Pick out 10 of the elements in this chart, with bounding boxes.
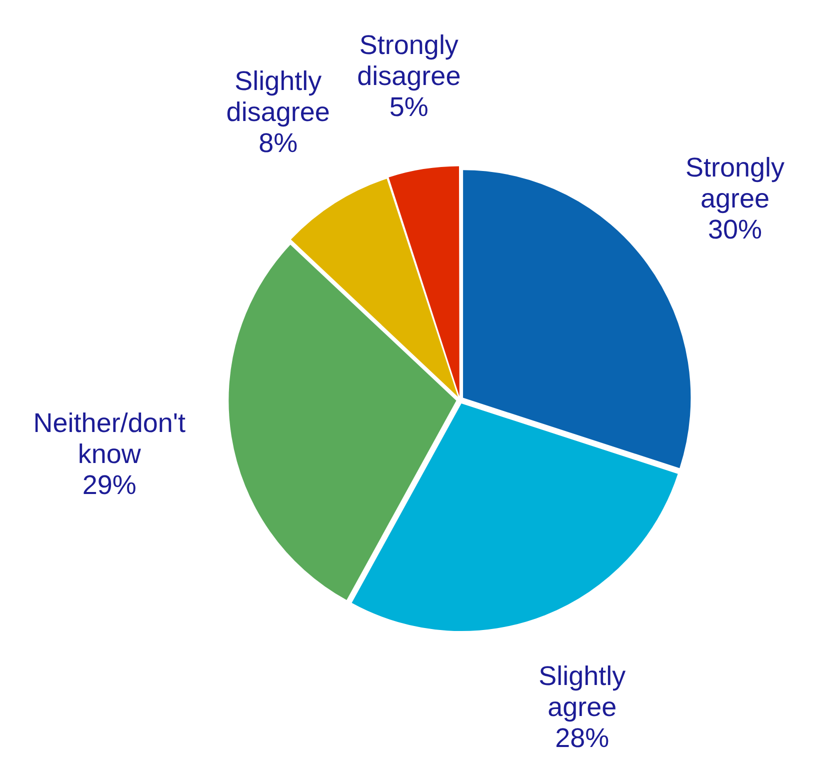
- data-label: 30%: [708, 214, 762, 245]
- slice-label: Strongly agree: [685, 152, 785, 214]
- slice-label: Slightly disagree: [226, 66, 330, 127]
- slice-label: Neither/don't know: [33, 408, 186, 469]
- data-label: 28%: [555, 722, 610, 753]
- data-label: 8%: [258, 128, 298, 158]
- data-label: 29%: [82, 470, 136, 500]
- slice-label: Strongly disagree: [357, 30, 461, 91]
- data-label: 5%: [389, 92, 428, 122]
- slice-label: Slightly agree: [538, 660, 626, 722]
